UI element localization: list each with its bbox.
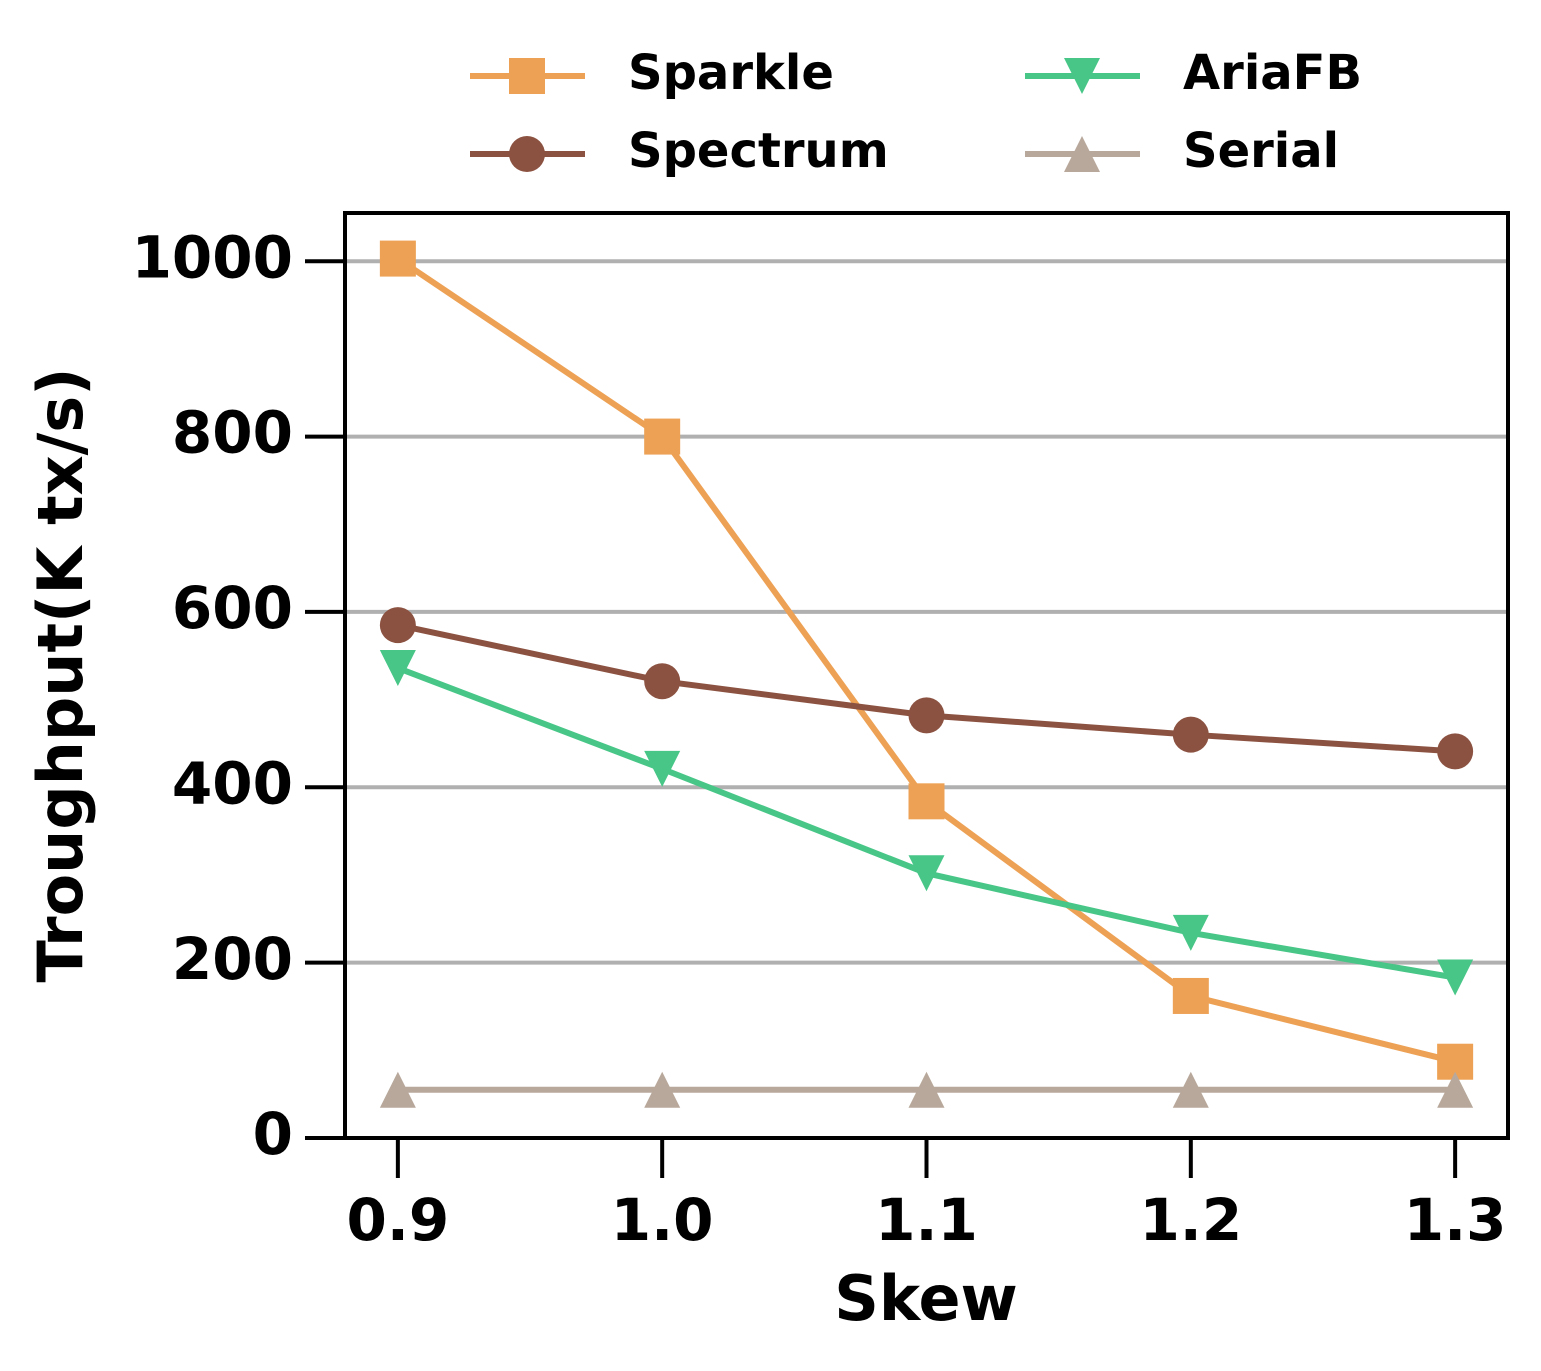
marker xyxy=(1064,136,1100,172)
marker xyxy=(1172,914,1209,951)
marker xyxy=(644,750,681,787)
y-tick-label: 800 xyxy=(172,399,293,467)
x-tick-label: 0.9 xyxy=(346,1186,449,1254)
x-tick-label: 1.2 xyxy=(1139,1186,1242,1254)
marker xyxy=(908,1071,945,1108)
marker xyxy=(379,650,416,687)
marker xyxy=(1064,58,1100,94)
y-tick-label: 600 xyxy=(172,574,293,642)
marker xyxy=(1172,716,1209,753)
legend-label: AriaFB xyxy=(1183,45,1362,101)
x-tick-label: 1.0 xyxy=(611,1186,714,1254)
marker xyxy=(908,783,945,820)
y-tick-label: 0 xyxy=(253,1100,293,1168)
y-tick-label: 200 xyxy=(172,925,293,993)
marker xyxy=(1437,959,1474,996)
marker xyxy=(908,855,945,892)
x-axis-label: Skew xyxy=(834,1262,1018,1335)
x-tick-label: 1.1 xyxy=(875,1186,978,1254)
marker xyxy=(644,418,681,455)
legend-label: Spectrum xyxy=(628,123,889,179)
marker xyxy=(644,1071,681,1108)
legend-label: Sparkle xyxy=(628,45,834,101)
marker xyxy=(1437,1071,1474,1108)
marker xyxy=(908,697,945,734)
y-axis-label: Troughput(K tx/s) xyxy=(24,368,97,983)
plot-frame xyxy=(343,211,1510,1140)
x-tick-label: 1.3 xyxy=(1404,1186,1507,1254)
marker xyxy=(1172,977,1209,1014)
marker xyxy=(1172,1071,1209,1108)
legend-label: Serial xyxy=(1183,123,1339,179)
y-tick-label: 1000 xyxy=(132,223,293,291)
y-tick-label: 400 xyxy=(172,749,293,817)
marker xyxy=(1437,733,1474,770)
marker xyxy=(509,58,545,94)
marker xyxy=(644,663,681,700)
marker xyxy=(379,240,416,277)
marker xyxy=(379,1071,416,1108)
marker xyxy=(379,607,416,644)
marker xyxy=(509,136,545,172)
